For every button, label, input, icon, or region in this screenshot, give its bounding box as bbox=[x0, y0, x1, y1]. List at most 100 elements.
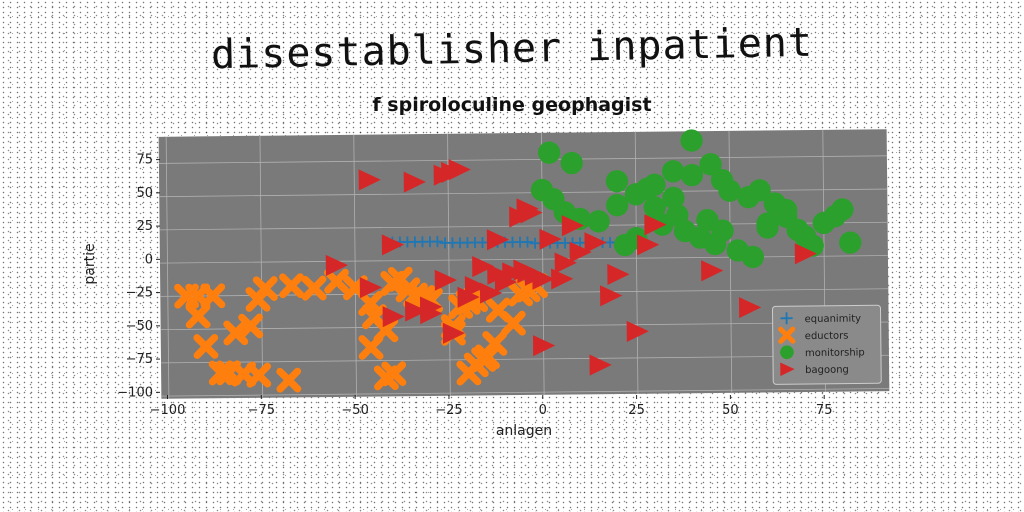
eductors-point bbox=[279, 273, 305, 299]
bagoong-point bbox=[434, 269, 457, 291]
axes: −100 −75 −50 −25 0 25 50 75 −100 −75 −50 −25 0 25 50 75 bbox=[117, 153, 832, 418]
eductors-point bbox=[500, 310, 526, 336]
bagoong-point bbox=[532, 268, 555, 290]
equanimity-point bbox=[431, 236, 443, 248]
bagoong-point bbox=[532, 335, 556, 357]
legend-marker-monitorship bbox=[780, 345, 794, 360]
equanimity-point bbox=[522, 236, 534, 248]
legend-box bbox=[771, 304, 882, 385]
x-tick-label: 75 bbox=[816, 403, 833, 418]
y-tick-label: −50 bbox=[126, 319, 153, 334]
monitorship-point bbox=[680, 163, 704, 187]
bagoong-point bbox=[636, 234, 660, 256]
eductors-point bbox=[276, 367, 302, 393]
bagoong-point bbox=[325, 254, 348, 276]
x-gridline bbox=[540, 132, 545, 395]
bagoong-point bbox=[561, 215, 584, 237]
y-tick-label: 25 bbox=[136, 219, 153, 234]
eductors-point bbox=[471, 347, 497, 373]
x-tick-label: 0 bbox=[539, 403, 547, 418]
bagoong-point bbox=[551, 268, 574, 290]
monitorship-point bbox=[718, 179, 741, 202]
legend-marker-eductors bbox=[778, 326, 796, 344]
plot-background bbox=[158, 129, 890, 399]
y-tick-label: −25 bbox=[126, 286, 153, 301]
monitorship-point bbox=[680, 129, 703, 152]
monitorship-point bbox=[839, 231, 862, 254]
bagoong-point bbox=[358, 169, 381, 191]
monitorship-point bbox=[662, 186, 685, 210]
monitorship-point bbox=[643, 196, 666, 219]
bagoong-point bbox=[607, 263, 630, 285]
x-tick-label: 50 bbox=[722, 403, 739, 418]
monitorship-point bbox=[711, 219, 734, 242]
data-marks bbox=[174, 129, 862, 393]
bagoong-point bbox=[554, 252, 577, 274]
bagoong-point bbox=[420, 303, 443, 325]
bagoong-point bbox=[494, 271, 518, 293]
bagoong-point bbox=[794, 243, 817, 265]
x-tick-label: −75 bbox=[248, 403, 275, 418]
monitorship-point bbox=[748, 179, 771, 202]
eductors-point bbox=[301, 275, 327, 301]
monitorship-point bbox=[756, 216, 779, 239]
bagoong-point bbox=[520, 202, 543, 224]
y-gridline bbox=[158, 155, 887, 164]
eductors-point bbox=[246, 362, 272, 388]
bagoong-point bbox=[539, 228, 562, 250]
x-tick-label: −25 bbox=[435, 403, 462, 418]
bagoong-point bbox=[644, 214, 667, 236]
monitorship-point bbox=[537, 141, 561, 164]
monitorship-point bbox=[666, 204, 689, 227]
bagoong-point bbox=[359, 277, 382, 299]
monitorship-point bbox=[741, 245, 765, 269]
bagoong-point bbox=[589, 354, 612, 376]
bagoong-point bbox=[584, 232, 607, 254]
bagoong-point bbox=[569, 241, 592, 263]
legend-label: monitorship bbox=[805, 347, 865, 359]
y-gridline bbox=[161, 388, 890, 397]
legend-marker-equanimity bbox=[780, 312, 793, 325]
bagoong-point bbox=[442, 322, 466, 344]
legend-marker-bagoong bbox=[780, 362, 795, 377]
monitorship-point bbox=[661, 160, 685, 183]
eductors-point bbox=[185, 303, 211, 329]
x-gridline bbox=[634, 131, 639, 394]
bagoong-point bbox=[472, 255, 495, 278]
bagoong-point bbox=[486, 229, 510, 251]
y-gridline bbox=[159, 255, 888, 264]
x-tick-label: −50 bbox=[341, 403, 368, 418]
monitorship-point bbox=[831, 198, 854, 221]
monitorship-point bbox=[774, 198, 798, 222]
monitorship-point bbox=[587, 210, 610, 233]
x-gridline bbox=[353, 134, 357, 397]
bagoong-point bbox=[457, 286, 480, 308]
monitorship-point bbox=[606, 194, 629, 217]
monitorship-point bbox=[643, 173, 666, 196]
x-axis-label: anlagen bbox=[496, 423, 552, 439]
x-gridline bbox=[165, 136, 170, 399]
x-tick-label: −100 bbox=[150, 403, 186, 418]
bagoong-point bbox=[448, 159, 471, 181]
y-axis-label: partie bbox=[82, 243, 98, 284]
eductors-point bbox=[185, 283, 211, 309]
bagoong-point bbox=[382, 306, 405, 328]
legend-label: eductors bbox=[805, 331, 849, 342]
bagoong-point bbox=[479, 282, 503, 304]
eductors-point bbox=[373, 317, 399, 343]
monitorship-point bbox=[699, 153, 722, 176]
eductors-point bbox=[216, 360, 242, 386]
bagoong-point bbox=[701, 260, 724, 282]
eductors-point bbox=[373, 365, 399, 391]
eductors-point bbox=[193, 333, 219, 359]
x-gridline bbox=[259, 135, 264, 398]
y-gridline bbox=[160, 321, 889, 331]
eductors-point bbox=[238, 313, 264, 339]
bagoong-point bbox=[517, 262, 540, 284]
legend-label: equanimity bbox=[805, 313, 862, 325]
bagoong-point bbox=[381, 234, 405, 256]
monitorship-point bbox=[560, 151, 583, 175]
y-tick-label: −75 bbox=[126, 352, 153, 367]
eductors-point bbox=[252, 276, 278, 302]
